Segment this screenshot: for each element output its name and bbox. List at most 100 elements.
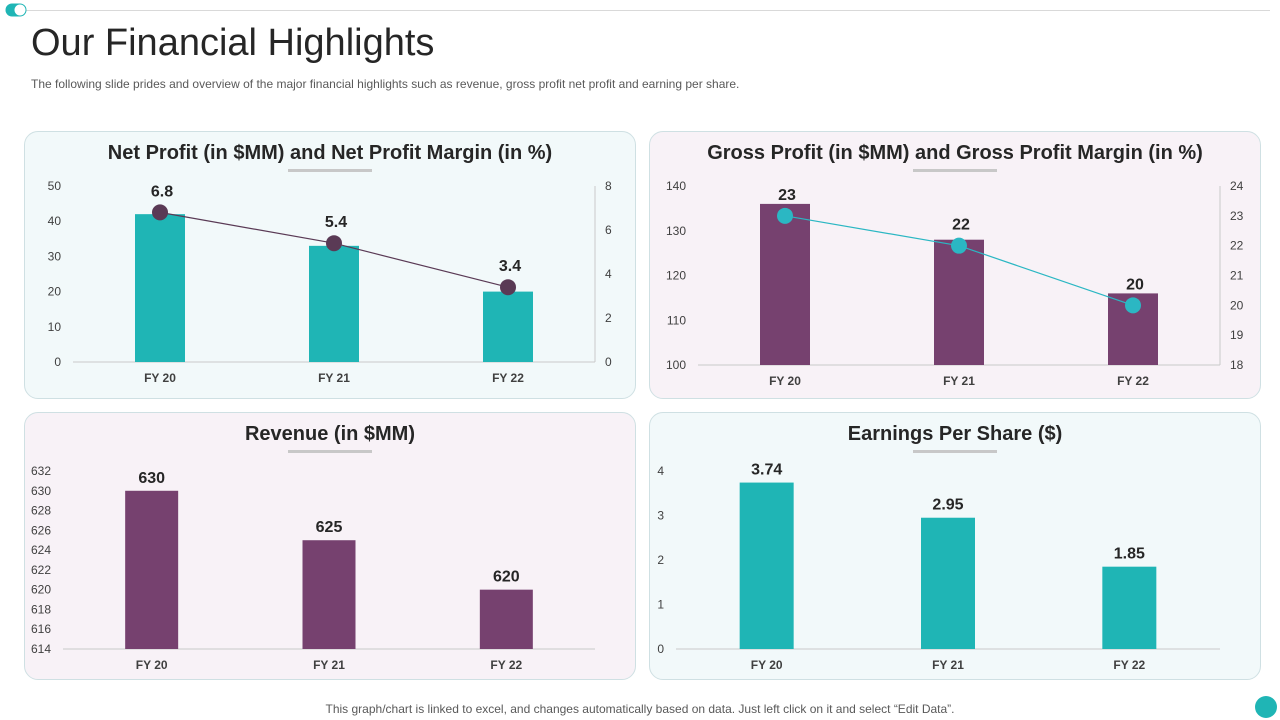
x-tick-label: FY 22 [1117, 374, 1149, 388]
bar [760, 203, 810, 365]
data-label: 23 [778, 187, 796, 204]
revenue-chart: 614 616 618 620 622 624 626 628 630 632 630 625 620 F… [31, 464, 595, 672]
x-tick-label: FY 22 [492, 371, 524, 385]
page-subtitle: The following slide prides and overview … [31, 77, 740, 91]
y2-tick-label: 21 [1230, 269, 1244, 283]
y-tick-label: 622 [31, 563, 51, 577]
y-tick-label: 40 [48, 214, 62, 228]
y-tick-label: 20 [48, 285, 62, 299]
data-label: 625 [316, 519, 343, 536]
line-point [500, 279, 516, 296]
x-tick-label: FY 21 [313, 658, 345, 672]
bar [479, 589, 533, 649]
line-point [152, 204, 168, 221]
data-label: 22 [952, 217, 970, 234]
y-tick-label: 2 [657, 553, 664, 567]
toggle-icon [5, 3, 27, 17]
y-tick-label: 110 [667, 313, 686, 327]
y2-tick-label: 2 [605, 311, 612, 325]
y-tick-label: 620 [31, 583, 51, 597]
data-label: 620 [493, 569, 520, 586]
y2-tick-label: 23 [1230, 209, 1244, 223]
y-tick-label: 30 [48, 249, 62, 263]
y2-tick-label: 6 [605, 223, 612, 237]
y-tick-label: 1 [657, 598, 664, 612]
y2-tick-label: 0 [605, 355, 612, 369]
line-point [777, 207, 793, 224]
top-divider [20, 10, 1270, 11]
title-underline [913, 169, 997, 172]
y2-tick-label: 22 [1230, 239, 1244, 253]
y-tick-label: 618 [31, 602, 51, 616]
bar [125, 490, 179, 649]
bar [302, 540, 356, 649]
y-tick-label: 0 [657, 642, 664, 656]
data-label: 20 [1126, 276, 1144, 293]
y-tick-label: 624 [31, 543, 51, 557]
y-tick-label: 50 [48, 179, 62, 193]
y-tick-label: 628 [31, 504, 51, 518]
y2-tick-label: 20 [1230, 298, 1244, 312]
page-title: Our Financial Highlights [31, 22, 435, 64]
data-label: 5.4 [325, 214, 347, 231]
x-tick-label: FY 20 [769, 374, 801, 388]
data-label: 1.85 [1114, 546, 1145, 563]
net-profit-chart: 0 10 20 30 40 50 0 2 4 6 8 FY 20 FY 21 FY 22 6.8 5.4 3.4 [48, 179, 612, 385]
eps-panel[interactable]: Earnings Per Share ($) 0 1 2 3 4 3.74 2.95 1.85… [649, 412, 1261, 680]
y2-tick-label: 8 [605, 179, 612, 193]
y-tick-label: 630 [31, 484, 51, 498]
y-tick-label: 626 [31, 523, 51, 537]
x-tick-label: FY 22 [490, 658, 522, 672]
bar [921, 517, 975, 649]
y-tick-label: 4 [657, 464, 664, 478]
data-label: 630 [138, 470, 165, 487]
y2-tick-label: 24 [1230, 179, 1244, 193]
bar [483, 291, 533, 362]
chart-title: Earnings Per Share ($) [847, 423, 1063, 445]
bar [739, 482, 794, 649]
y2-tick-label: 18 [1230, 358, 1244, 372]
data-label: 6.8 [151, 183, 173, 200]
y-tick-label: 0 [54, 355, 61, 369]
title-underline [288, 169, 372, 172]
x-tick-label: FY 21 [943, 374, 975, 388]
bar [135, 214, 185, 362]
y-tick-label: 616 [31, 622, 51, 636]
chart-title: Net Profit (in $MM) and Net Profit Margi… [107, 142, 553, 164]
x-tick-label: FY 20 [144, 371, 176, 385]
y-tick-label: 130 [666, 224, 686, 238]
net-profit-panel[interactable]: Net Profit (in $MM) and Net Profit Margi… [24, 131, 636, 399]
y2-tick-label: 19 [1230, 328, 1244, 342]
bar [1102, 566, 1157, 649]
gross-profit-chart: 100 110 120 130 140 18 19 20 21 22 23 24 FY 20 FY 21 F… [666, 179, 1244, 388]
y-tick-label: 100 [666, 358, 686, 372]
data-label: 3.74 [751, 462, 782, 479]
gross-profit-panel[interactable]: Gross Profit (in $MM) and Gross Profit M… [649, 131, 1261, 399]
y-tick-label: 140 [666, 179, 686, 193]
x-tick-label: FY 21 [932, 658, 964, 672]
chart-title: Gross Profit (in $MM) and Gross Profit M… [707, 142, 1203, 164]
chart-title: Revenue (in $MM) [244, 423, 416, 445]
bar [309, 245, 359, 362]
line-point [326, 235, 342, 252]
revenue-panel[interactable]: Revenue (in $MM) 614 616 618 620 622 624 626 62… [24, 412, 636, 680]
footer-note: This graph/chart is linked to excel, and… [325, 702, 955, 716]
corner-dot-icon [1255, 696, 1277, 718]
y2-tick-label: 4 [605, 267, 612, 281]
title-underline [913, 450, 997, 453]
x-tick-label: FY 20 [136, 658, 168, 672]
title-underline [288, 450, 372, 453]
eps-chart: 0 1 2 3 4 3.74 2.95 1.85 FY 20 FY 21 FY 22 [657, 462, 1220, 672]
data-label: 3.4 [499, 258, 521, 275]
line-point [951, 237, 967, 254]
y-tick-label: 632 [31, 464, 51, 478]
x-tick-label: FY 20 [751, 658, 783, 672]
line-point [1125, 297, 1141, 314]
y-tick-label: 3 [657, 509, 664, 523]
x-tick-label: FY 21 [318, 371, 350, 385]
y-tick-label: 120 [666, 269, 686, 283]
y-tick-label: 10 [48, 320, 62, 334]
y-tick-label: 614 [31, 642, 51, 656]
data-label: 2.95 [932, 497, 963, 514]
x-tick-label: FY 22 [1113, 658, 1145, 672]
